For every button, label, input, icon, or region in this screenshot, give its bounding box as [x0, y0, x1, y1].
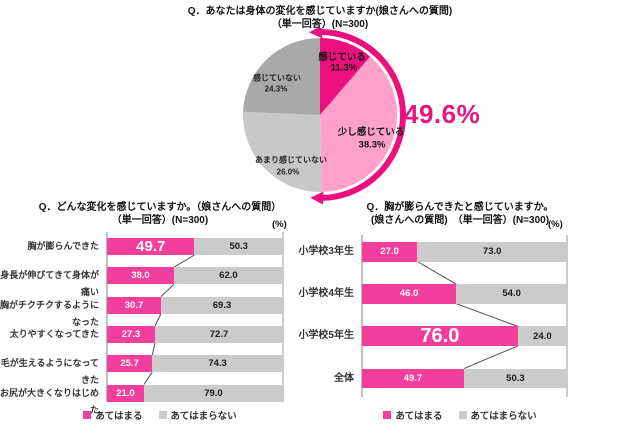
legend-swatch-gray [158, 411, 167, 419]
bar-chart-by-grade: Q．胸が膨らんできたと感じていますか。 (娘さんへの質問) （単一回答）(N=3… [280, 196, 640, 436]
bar-segment-applies: 27.3 [107, 325, 156, 343]
connector-line [143, 371, 153, 385]
pie-label-feeling: 感じている [318, 52, 366, 63]
pie-slice-3 [243, 38, 320, 115]
category-label: 小学校3年生 [298, 246, 354, 257]
legend-swatch-pink [83, 411, 92, 419]
pie-title-line2: （単一回答）(N=300) [271, 19, 369, 30]
category-label: 胸がチクチクするようになった [0, 299, 100, 327]
bar-segment-applies: 25.7 [107, 355, 153, 373]
legend-label-not-applies: あてはまらない [170, 411, 237, 422]
legend-swatch-pink [383, 411, 392, 419]
category-label: 小学校5年生 [298, 330, 354, 342]
bar-segment-applies: 46.0 [362, 284, 457, 304]
left-chart-title-line2: （単一回答）(N=300) [111, 215, 209, 226]
left-chart-unit-label: (%) [272, 219, 287, 230]
pie-label-not-feeling: 感じていない [253, 73, 301, 83]
pie-slice-0 [320, 38, 371, 115]
connector-line [463, 345, 518, 370]
legend-label-applies: あてはまる [95, 411, 143, 422]
bar-segment-applies: 30.7 [107, 296, 162, 314]
legend-label-applies: あてはまる [395, 411, 443, 422]
legend-label-not-applies: あてはまらない [470, 411, 537, 422]
bar-segment-not-applies: 79.0 [143, 384, 283, 402]
pie-value-not-really: 26.0% [276, 167, 300, 177]
bar-segment-applies: 27.0 [362, 242, 418, 262]
connector-line [456, 303, 518, 327]
category-label: 太りやすくなってきた [9, 328, 99, 339]
bar-segment-applies: 49.7 [107, 238, 195, 255]
pie-chart: 感じている 11.3% 少し感じている 38.3% あまり感じていない 26.0… [190, 28, 520, 208]
pie-title-line1: Q．あなたは身体の変化を感じていますか(娘さんへの質問) [187, 6, 453, 17]
bar-segment-not-applies: 50.3 [463, 368, 567, 389]
right-chart-legend: あてはまる あてはまらない [280, 408, 640, 422]
pie-callout-value: 49.6% [404, 99, 481, 129]
category-label: 身長が伸びてきて身体が痛い [0, 270, 99, 298]
pie-value-not-feeling: 24.3% [264, 84, 288, 94]
bar-segment-not-applies: 24.0 [517, 326, 567, 346]
connector-line [173, 254, 195, 268]
left-chart-title: Q．どんな変化を感じていますか。（娘さんへの質問） （単一回答）(N=300) [0, 201, 320, 227]
category-label: 胸が膨らんできた [27, 241, 99, 251]
bar-segment-not-applies: 62.0 [173, 267, 283, 285]
pie-emphasis-arrow [309, 28, 406, 205]
pie-chart-title: Q．あなたは身体の変化を感じていますか(娘さんへの質問) （単一回答）(N=30… [0, 5, 640, 31]
legend-item-not-applies: あてはまらない [158, 408, 237, 422]
bar-segment-applies: 21.0 [107, 384, 144, 402]
pie-label-not-really: あまり感じていない [255, 155, 327, 165]
pie-value-slightly: 38.3% [358, 139, 386, 151]
right-chart-title: Q．胸が膨らんできたと感じていますか。 (娘さんへの質問) （単一回答）(N=3… [280, 201, 640, 227]
connector-line [160, 283, 175, 297]
right-chart-title-line1: Q．胸が膨らんできたと感じていますか。 [366, 202, 554, 213]
bar-segment-not-applies: 50.3 [194, 238, 283, 255]
left-chart-axis-overlay [106, 232, 284, 402]
pie-value-feeling: 11.3% [330, 62, 358, 74]
bar-segment-not-applies: 73.0 [417, 242, 567, 262]
legend-item-not-applies: あてはまらない [458, 408, 537, 422]
right-chart-axis-overlay [361, 235, 568, 397]
connector-line [417, 261, 457, 285]
connector-line [151, 342, 156, 356]
left-chart-legend: あてはまる あてはまらない [0, 408, 320, 422]
category-label: お尻が大きくなりはじめた [0, 387, 100, 415]
bar-segment-applies: 49.7 [362, 368, 464, 389]
pie-label-slightly: 少し感じている [337, 127, 405, 138]
right-chart-unit-label: (%) [548, 219, 563, 230]
bar-segment-applies: 76.0 [362, 325, 518, 347]
category-label: 毛が生えるようになってきた [0, 358, 99, 386]
pie-slice-2 [243, 111, 322, 192]
left-chart-title-line1: Q．どんな変化を感じていますか。（娘さんへの質問） [38, 202, 282, 213]
legend-item-applies: あてはまる [383, 408, 443, 422]
pie-slice-1 [320, 56, 397, 192]
category-label: 全体 [334, 372, 354, 384]
right-chart-title-line2: (娘さんへの質問) （単一回答）(N=300) [370, 215, 550, 226]
legend-swatch-gray [458, 411, 467, 419]
category-label: 小学校4年生 [298, 288, 354, 300]
pie-svg [243, 28, 406, 205]
bar-chart-what-changes: Q．どんな変化を感じていますか。（娘さんへの質問） （単一回答）(N=300) … [0, 196, 320, 436]
bar-segment-not-applies: 69.3 [161, 296, 283, 314]
bar-segment-not-applies: 72.7 [155, 325, 283, 343]
connector-line [154, 313, 162, 327]
bar-segment-applies: 38.0 [107, 267, 174, 285]
bar-segment-not-applies: 54.0 [456, 284, 567, 304]
legend-item-applies: あてはまる [83, 408, 143, 422]
bar-segment-not-applies: 74.3 [152, 355, 283, 373]
